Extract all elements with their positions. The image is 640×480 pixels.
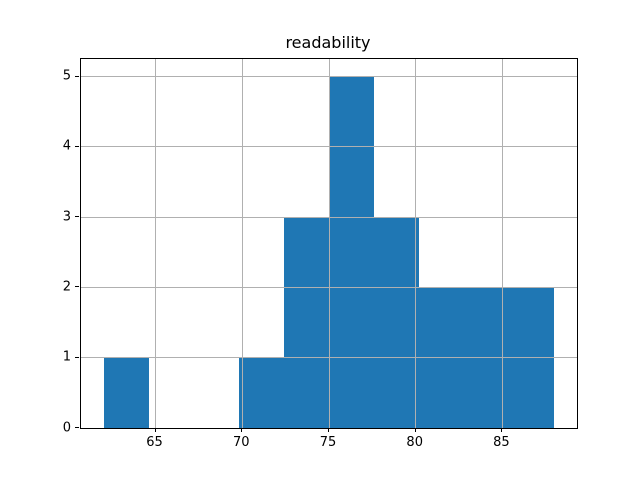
x-gridline [501, 59, 503, 428]
y-tick-mark [75, 356, 79, 358]
y-gridline [81, 76, 577, 78]
y-tick-label: 4 [62, 138, 71, 154]
x-tick-label: 75 [319, 435, 337, 450]
x-tick-mark [328, 428, 329, 432]
y-tick-mark [75, 145, 79, 147]
y-tick-label: 0 [62, 420, 71, 435]
y-gridline [81, 286, 577, 288]
y-tick-mark [75, 216, 79, 218]
x-tick-label: 65 [146, 435, 163, 450]
x-tick-label: 85 [493, 435, 510, 450]
y-tick-mark [75, 427, 79, 428]
x-gridline [415, 59, 417, 428]
plot-area [80, 58, 578, 429]
y-gridline [81, 216, 577, 218]
histogram-bar [374, 217, 420, 428]
x-gridline [155, 59, 157, 428]
chart-title: readability [285, 33, 371, 52]
y-tick-mark [75, 75, 79, 77]
y-tick-label: 1 [62, 349, 71, 365]
x-tick-label: 70 [233, 435, 250, 450]
x-tick-mark [241, 428, 243, 432]
y-gridline [81, 357, 577, 359]
y-tick-mark [75, 286, 79, 288]
y-tick-label: 5 [62, 68, 71, 84]
histogram-bar [329, 76, 375, 428]
histogram-bar [283, 217, 329, 428]
histogram-bar [103, 357, 149, 428]
x-tick-mark [501, 428, 503, 432]
y-tick-label: 2 [62, 279, 71, 295]
histogram-bar [238, 357, 284, 428]
grid-layer [81, 59, 577, 428]
y-tick-label: 3 [62, 209, 71, 225]
y-gridline [81, 146, 577, 148]
x-tick-mark [414, 428, 416, 432]
x-gridline [241, 59, 243, 428]
x-tick-label: 80 [406, 435, 423, 450]
x-tick-mark [154, 428, 156, 432]
x-gridline [328, 59, 330, 428]
